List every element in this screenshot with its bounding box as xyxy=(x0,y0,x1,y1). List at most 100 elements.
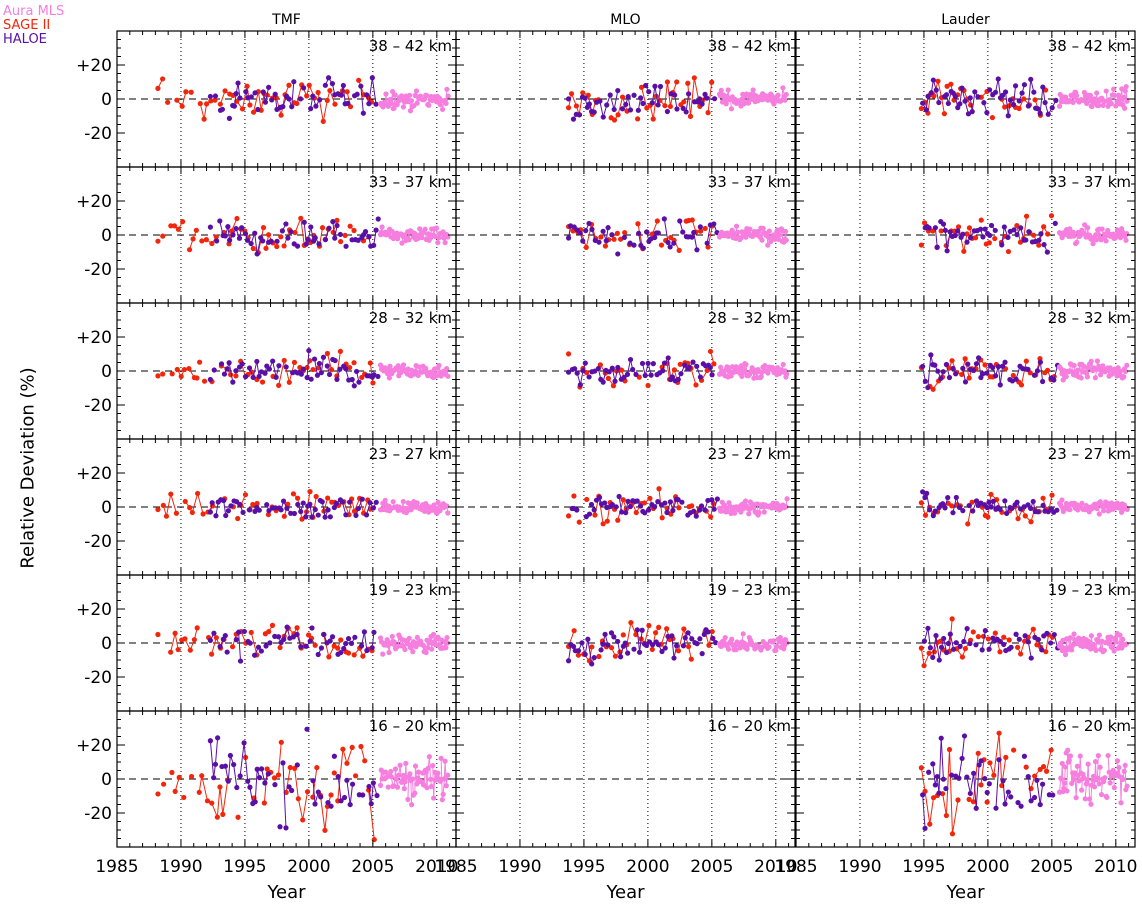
data-point xyxy=(725,646,732,652)
series-segment xyxy=(250,632,258,656)
series-segment xyxy=(211,637,217,655)
data-point xyxy=(240,509,246,515)
data-point xyxy=(975,94,981,100)
y-tick-label: -20 xyxy=(84,804,112,824)
series-segment xyxy=(706,224,711,244)
data-point xyxy=(1052,220,1058,226)
series-segment xyxy=(174,633,179,650)
data-point xyxy=(1003,754,1009,760)
series-segment xyxy=(1027,641,1032,659)
data-point xyxy=(169,371,175,377)
data-point xyxy=(1009,505,1015,511)
series-segment xyxy=(371,77,377,105)
data-point xyxy=(955,224,962,230)
data-point xyxy=(274,243,280,250)
data-point xyxy=(709,79,715,85)
data-point xyxy=(926,225,932,231)
data-point xyxy=(946,374,953,381)
series-segment xyxy=(997,366,1001,385)
data-point xyxy=(697,224,703,230)
data-point xyxy=(312,801,318,807)
data-point xyxy=(402,779,408,785)
data-point xyxy=(288,510,294,516)
data-point xyxy=(984,789,990,796)
data-point xyxy=(208,98,214,104)
series-segment xyxy=(599,101,604,118)
series-segment xyxy=(326,353,332,370)
data-point xyxy=(247,102,253,108)
data-point xyxy=(620,632,626,638)
series-segment xyxy=(641,87,648,109)
data-point xyxy=(161,781,167,787)
y-tick-label: 0 xyxy=(101,362,112,382)
data-point xyxy=(207,637,213,643)
series-segment xyxy=(924,791,931,825)
data-point xyxy=(214,238,220,244)
series-segment xyxy=(410,780,413,805)
data-point xyxy=(254,500,260,507)
data-point xyxy=(221,497,227,504)
series-segment xyxy=(1039,784,1044,805)
data-point xyxy=(769,505,775,511)
data-point xyxy=(155,373,161,379)
data-point xyxy=(674,643,680,649)
data-point xyxy=(337,348,344,354)
altitude-label: 33 – 37 km xyxy=(708,173,791,191)
data-point xyxy=(658,242,665,248)
data-point xyxy=(217,784,223,790)
data-point xyxy=(565,351,572,357)
data-point xyxy=(1120,776,1126,782)
data-point xyxy=(627,240,633,246)
data-point xyxy=(984,110,990,116)
x-tick-label: 1990 xyxy=(159,857,202,877)
data-point xyxy=(966,502,972,509)
data-point xyxy=(980,234,986,240)
panel-tmf-row-1: 33 – 37 km +20 0 -20 xyxy=(76,166,457,304)
data-point xyxy=(363,512,370,518)
data-point xyxy=(765,242,771,248)
data-point xyxy=(780,361,786,368)
data-point xyxy=(680,229,686,235)
data-point xyxy=(978,782,984,788)
data-point xyxy=(1108,634,1114,640)
data-point xyxy=(699,651,705,657)
data-point xyxy=(329,634,336,640)
y-tick-label: +20 xyxy=(76,56,112,76)
series-segment xyxy=(1002,780,1006,805)
data-point xyxy=(631,242,637,248)
series-segment xyxy=(1046,749,1052,772)
data-point xyxy=(642,510,648,516)
data-point xyxy=(287,764,293,771)
series-segment xyxy=(199,103,205,120)
data-point xyxy=(1097,764,1103,770)
series-segment xyxy=(666,363,671,380)
data-point xyxy=(615,87,621,94)
data-point xyxy=(379,224,385,230)
series-segment xyxy=(948,749,953,834)
y-tick-label: -20 xyxy=(84,668,112,688)
data-point xyxy=(207,93,213,100)
data-point xyxy=(671,240,677,246)
data-point xyxy=(217,218,223,224)
data-point xyxy=(970,629,976,635)
data-point xyxy=(609,232,615,238)
data-point xyxy=(576,519,582,525)
data-point xyxy=(702,225,708,232)
series-segment xyxy=(618,496,623,513)
data-point xyxy=(201,116,207,122)
data-point xyxy=(155,506,161,513)
series-segment xyxy=(1075,766,1078,798)
legend-sage: SAGE II xyxy=(3,18,51,33)
data-point xyxy=(429,646,435,652)
data-point xyxy=(306,347,312,354)
data-point xyxy=(941,111,947,117)
data-point xyxy=(160,371,166,377)
data-point xyxy=(1117,632,1123,638)
data-point xyxy=(758,373,764,380)
data-point xyxy=(659,515,665,521)
data-point xyxy=(982,226,988,232)
data-point xyxy=(766,228,772,234)
data-point xyxy=(1023,237,1029,243)
data-point xyxy=(181,794,187,801)
data-point xyxy=(347,364,353,371)
